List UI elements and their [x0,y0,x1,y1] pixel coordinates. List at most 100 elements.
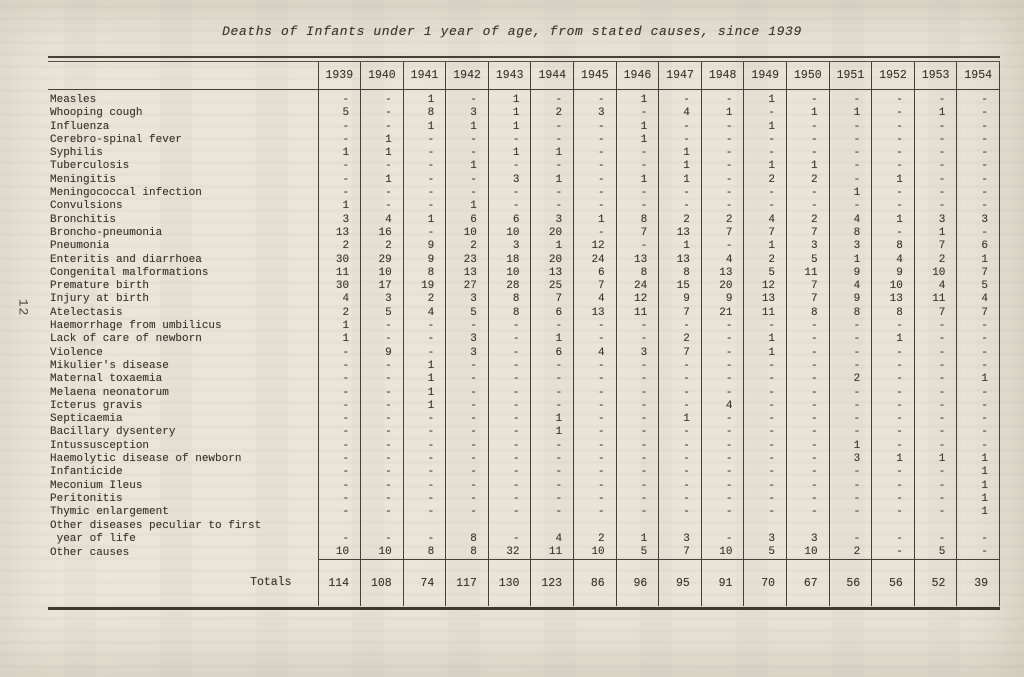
table-row: Septicaemia - - - - -1- -1- - - - - - - [48,413,1000,427]
value-cell-1939: - [317,413,361,427]
value-cell-1944: - [530,320,574,334]
value-cell-1953: 7 [913,306,957,321]
table-row: Congenital malformations 11 10 8 13 10 13 6 8 8 13… [48,266,1000,281]
value-cell-1949: 11 [743,306,787,321]
value-cell-1946: - [615,386,659,400]
year-header-1951: 1951 [828,62,872,90]
value-cell-1951: - [828,160,872,174]
value-cell-1950: - [786,453,830,467]
value-cell-1949: 1 [743,89,787,108]
value-cell-1952: - [871,399,915,414]
value-cell-1950: - [786,492,830,507]
value-cell-1948: - [700,320,744,334]
table-row: Melaena neonatorum - -1- - - - - - - - - - - - - [48,386,1000,400]
value-cell-1940: - [360,187,404,201]
value-cell-1948: 21 [700,306,744,321]
value-cell-1947: - [658,399,702,414]
value-cell-1946: 1 [615,89,659,108]
value-cell-1954: 7 [956,266,1000,281]
value-cell-1945: - [573,453,617,467]
value-cell-1950: - [786,346,830,360]
value-cell-1941: - [402,160,446,174]
value-cell-1939: - [317,386,361,400]
total-cell-1946: 96 [615,559,659,607]
value-cell-1944: 20 [530,253,574,267]
value-cell-1944: - [530,479,574,493]
year-header-1943: 1943 [487,62,531,90]
value-cell-1947: 1 [658,173,702,188]
value-cell-1941: - [402,466,446,480]
value-cell-1942: - [445,413,489,427]
value-cell-1950: - [786,506,830,520]
value-cell-1953: - [913,519,957,547]
value-cell-1942: - [445,426,489,440]
value-cell-1947: - [658,386,702,400]
total-cell-1952: 56 [871,559,915,607]
table-row: Intussusception - - - - - - - - - - - -1- - - [48,439,1000,454]
value-cell-1949: - [743,479,787,493]
value-cell-1943: - [487,453,531,467]
value-cell-1946: - [615,439,659,454]
value-cell-1946: 5 [615,546,659,560]
value-cell-1953: 4 [913,280,957,294]
value-cell-1946: - [615,399,659,414]
value-cell-1944: 2 [530,107,574,121]
value-cell-1947: 13 [658,253,702,267]
value-cell-1953: - [913,413,957,427]
value-cell-1948: 9 [700,293,744,307]
value-cell-1949: 2 [743,173,787,188]
value-cell-1944: - [530,386,574,400]
value-cell-1943: - [487,386,531,400]
value-cell-1942: 3 [445,107,489,121]
row-label: Cerebro-spinal fever [50,133,183,146]
value-cell-1939: 1 [317,147,361,161]
value-cell-1950: 1 [786,160,830,174]
value-cell-1948: - [700,120,744,134]
value-cell-1946: 12 [615,293,659,307]
total-cell-1951: 56 [828,559,872,607]
table-row: Other diseases peculiar to first year of… [48,519,1000,547]
value-cell-1952: 8 [871,240,915,254]
table-row: Mikulier's disease - -1- - - - - - - - - - - - - [48,359,1000,374]
value-cell-1944: 1 [530,413,574,427]
value-cell-1951: - [828,479,872,493]
totals-label: Totals [250,576,292,590]
value-cell-1945: - [573,373,617,387]
value-cell-1945: - [573,479,617,493]
value-cell-1953: - [913,200,957,214]
value-cell-1946: - [615,359,659,374]
value-cell-1944: 6 [530,306,574,321]
value-cell-1943: 8 [487,293,531,307]
value-cell-1939: 30 [317,253,361,267]
value-cell-1950: 7 [786,293,830,307]
value-cell-1947: - [658,120,702,134]
value-cell-1946: 3 [615,346,659,360]
value-cell-1940: 29 [360,253,404,267]
value-cell-1944: 3 [530,213,574,227]
value-cell-1947: 7 [658,306,702,321]
row-label: Other causes [50,546,130,559]
value-cell-1950: - [786,333,830,347]
value-cell-1946: - [615,320,659,334]
value-cell-1951: - [828,173,872,188]
value-cell-1952: 10 [871,280,915,294]
value-cell-1953: - [913,506,957,520]
value-cell-1949: 12 [743,280,787,294]
row-label: Lack of care of newborn [50,333,202,346]
year-header-1942: 1942 [445,62,489,90]
table-row: Icterus gravis - -1- - - - - -4- - - - - - [48,399,1000,414]
value-cell-1950: - [786,479,830,493]
value-cell-1945: 12 [573,240,617,254]
year-header-1939: 1939 [317,62,361,90]
table-row: Atelectasis 2 5 4 5 8 6 13 11 7 21 11 8 8 8 7 7 [48,306,1000,321]
table-row: Violence -9-3-6 4 3 7-1- - - - - [48,346,1000,360]
value-cell-1951: 2 [828,546,872,560]
value-cell-1952: - [871,439,915,454]
value-cell-1941: - [402,333,446,347]
value-cell-1951: - [828,359,872,374]
value-cell-1948: 10 [700,546,744,560]
value-cell-1940: - [360,120,404,134]
value-cell-1952: 1 [871,213,915,227]
value-cell-1950: 2 [786,173,830,188]
value-cell-1952: - [871,479,915,493]
